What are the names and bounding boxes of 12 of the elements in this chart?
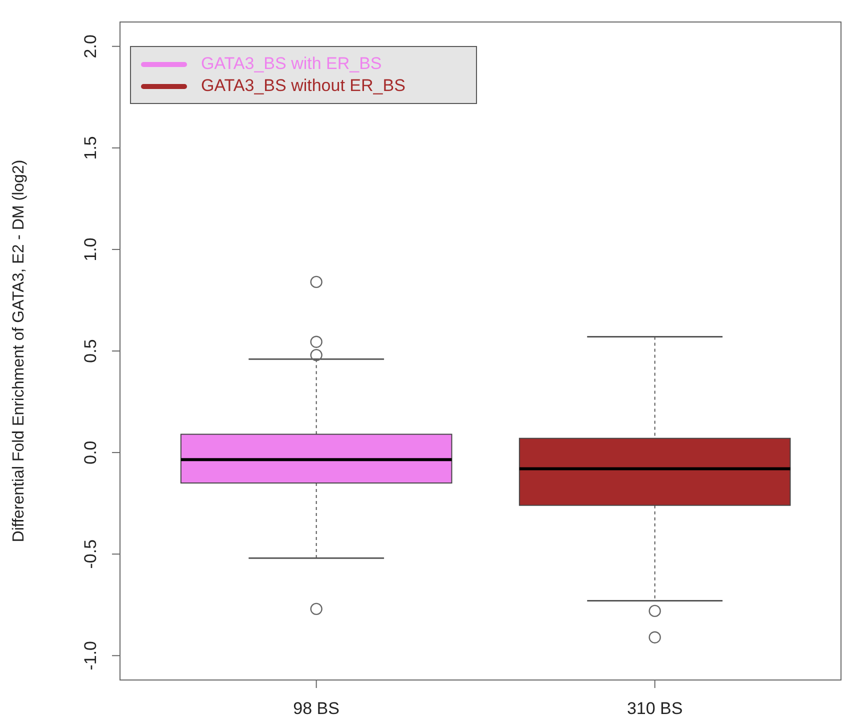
y-axis-title: Differential Fold Enrichment of GATA3, E2 - DM (log2) bbox=[10, 160, 28, 542]
y-tick-label: 0.5 bbox=[81, 339, 100, 363]
x-tick-label: 310 BS bbox=[626, 699, 683, 718]
legend-label: GATA3_BS with ER_BS bbox=[201, 53, 382, 75]
y-tick-label: -0.5 bbox=[81, 539, 100, 569]
y-tick-label: 1.0 bbox=[81, 238, 100, 262]
y-tick-label: 0.0 bbox=[81, 440, 100, 464]
y-tick-label: -1.0 bbox=[81, 640, 100, 670]
y-tick-label: 1.5 bbox=[81, 136, 100, 160]
legend-label: GATA3_BS without ER_BS bbox=[201, 75, 406, 97]
x-tick-label: 98 BS bbox=[293, 699, 340, 718]
y-tick-label: 2.0 bbox=[81, 34, 100, 58]
